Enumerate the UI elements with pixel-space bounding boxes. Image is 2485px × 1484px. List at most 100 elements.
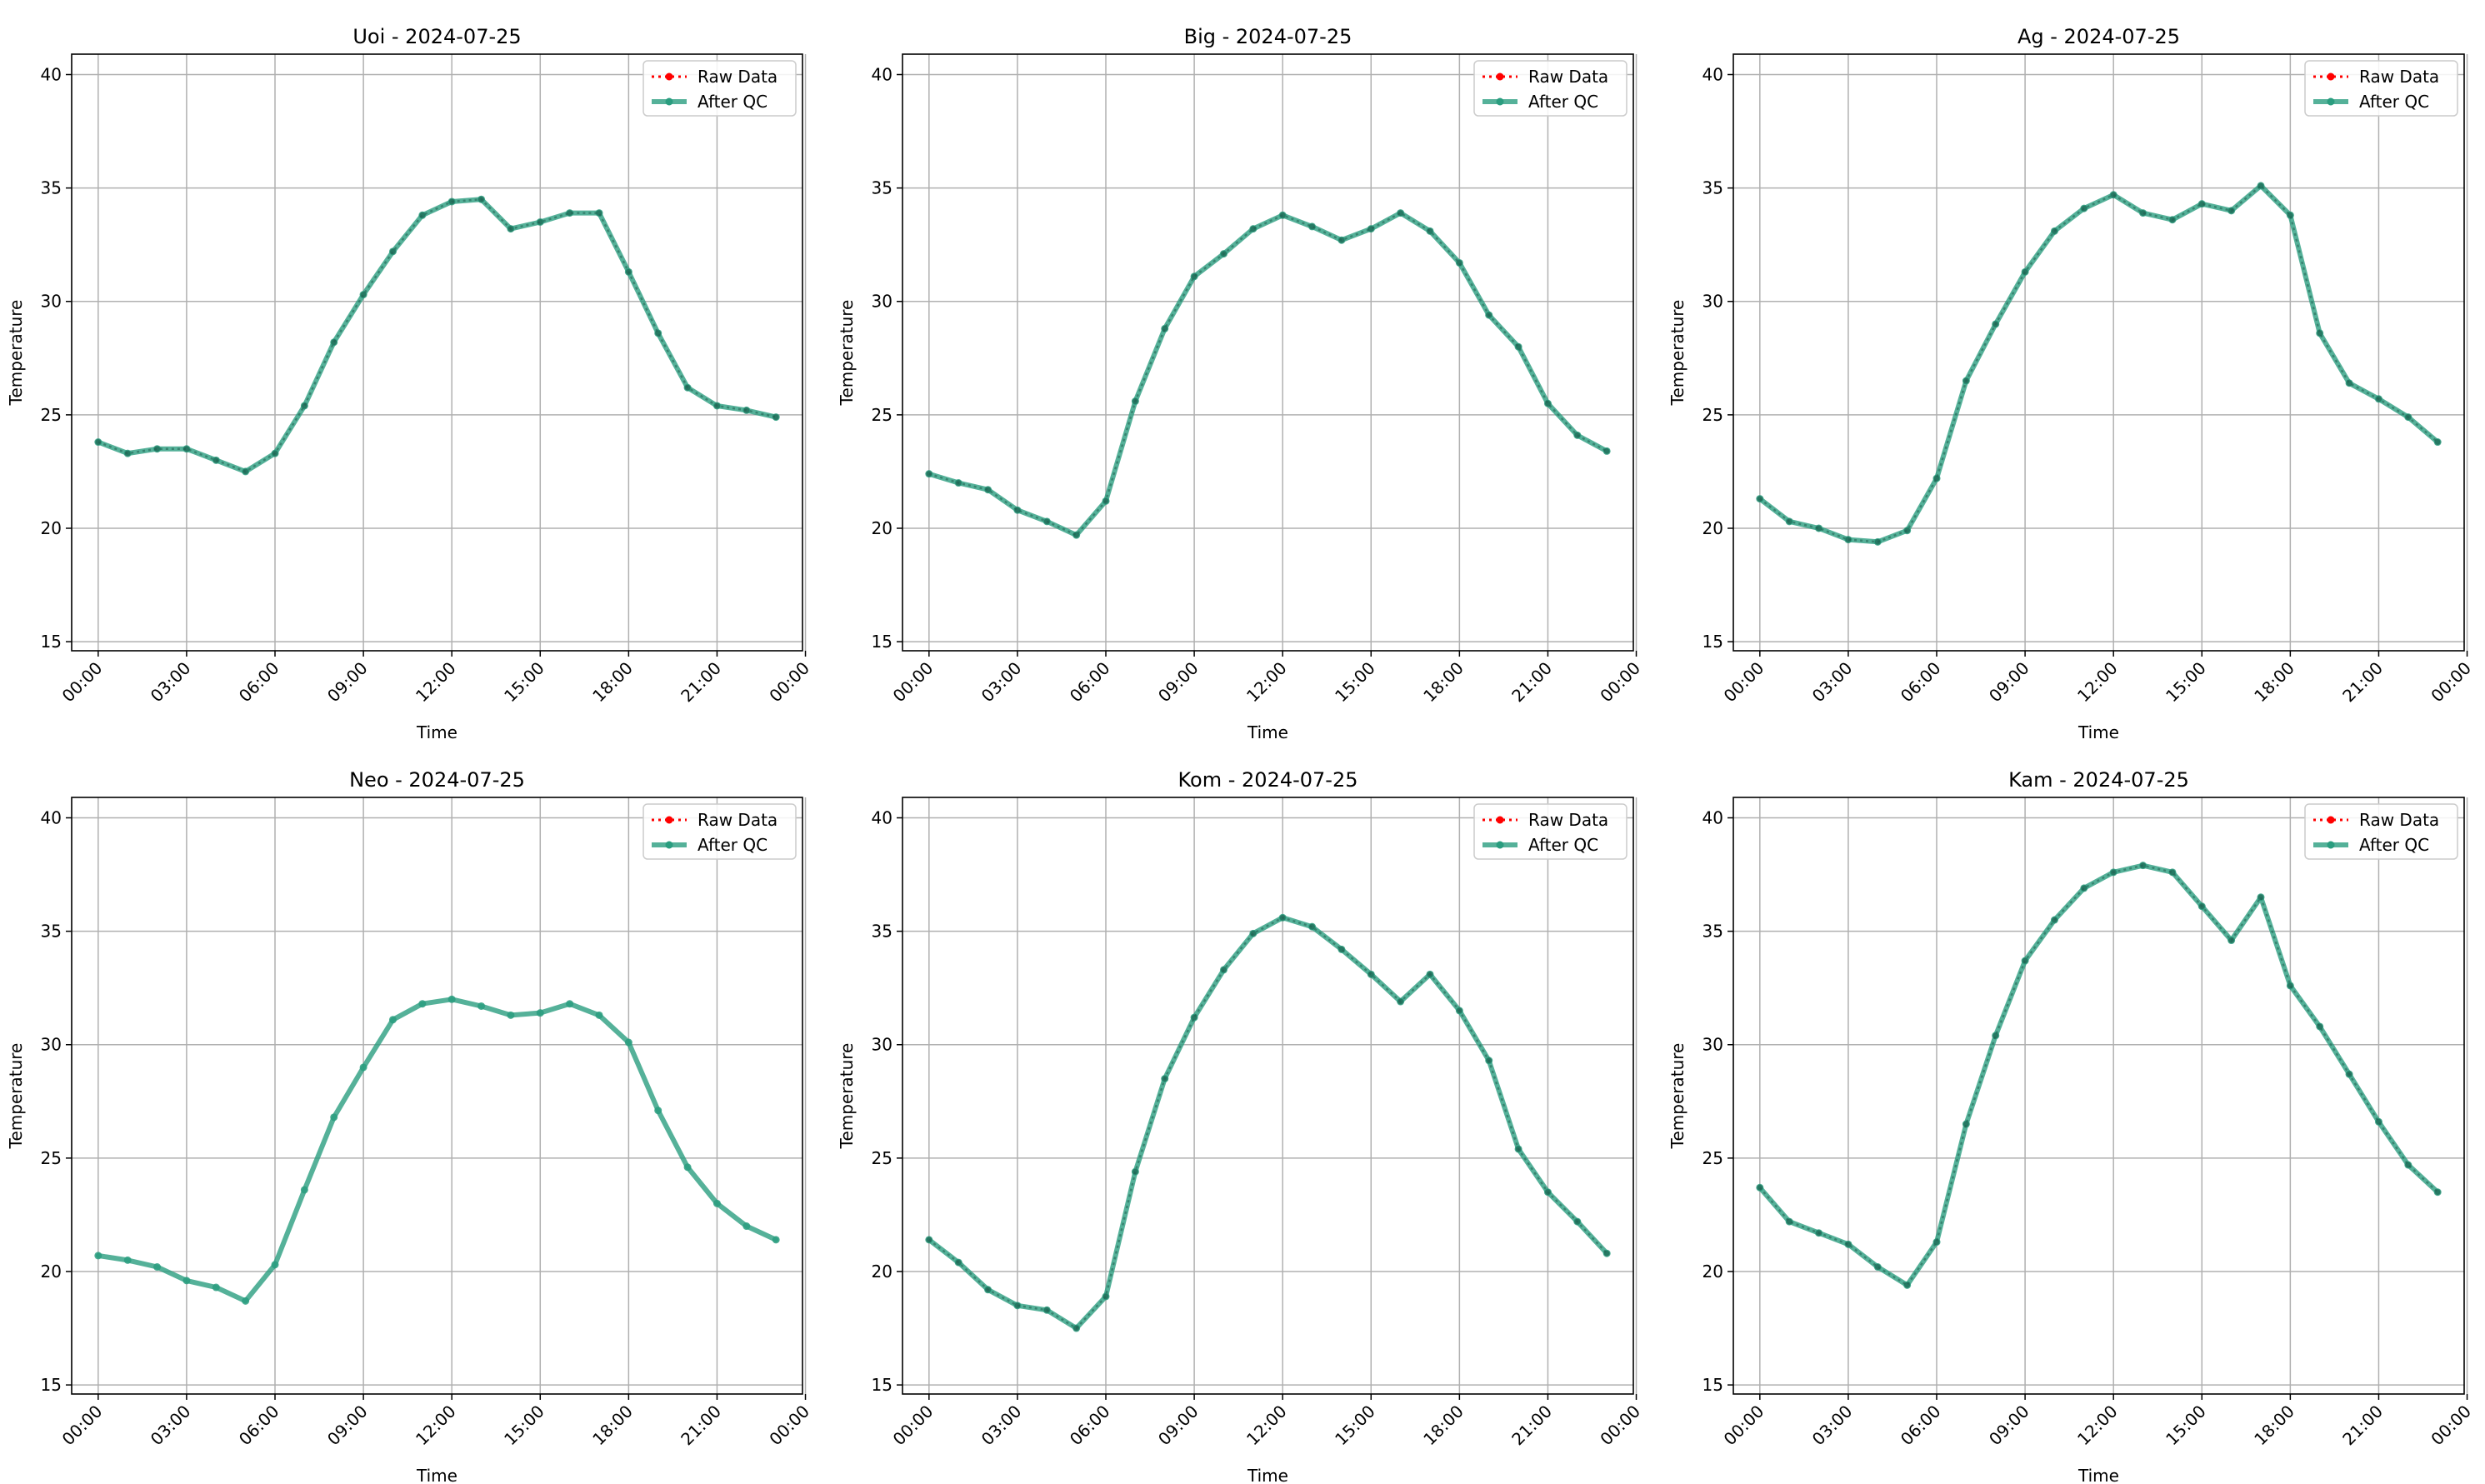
legend-qc-label: After QC — [2359, 92, 2429, 112]
after-qc-line — [95, 197, 779, 474]
raw-data-point — [1992, 1032, 1999, 1039]
raw-data-point — [1132, 398, 1138, 405]
axes-frame — [71, 797, 803, 1395]
y-axis-label: Temperature — [837, 1043, 857, 1150]
raw-data-point — [1962, 1121, 1969, 1127]
x-tick-label: 00:00 — [765, 658, 813, 707]
y-tick-label: 25 — [1702, 405, 1723, 425]
raw-data-point — [1338, 946, 1345, 952]
raw-data-point — [1309, 923, 1316, 930]
x-tick-label: 15:00 — [2162, 1402, 2210, 1450]
x-axis-label: Time — [2078, 722, 2119, 742]
series-after-qc — [925, 913, 1611, 1332]
after-qc-line — [1757, 862, 2441, 1288]
legend-qc-marker — [665, 841, 673, 849]
after-qc-point — [153, 1263, 162, 1272]
after-qc-point — [772, 1236, 780, 1244]
x-tick-label: 03:00 — [1808, 1402, 1857, 1450]
y-tick-label: 35 — [1702, 922, 1723, 942]
after-qc-point — [507, 1011, 515, 1019]
raw-data-point — [743, 407, 750, 413]
after-qc-point — [742, 1222, 751, 1231]
y-axis-label: Temperature — [837, 300, 857, 407]
x-tick-label: 09:00 — [1154, 658, 1202, 707]
x-tick-label: 06:00 — [1066, 1402, 1114, 1450]
y-tick-label: 30 — [872, 292, 892, 312]
x-tick-label: 03:00 — [147, 1402, 195, 1450]
x-tick-label: 15:00 — [500, 1402, 548, 1450]
y-tick-label: 35 — [41, 922, 62, 942]
raw-data-point — [360, 292, 367, 298]
grid — [902, 54, 1638, 651]
series-after-qc — [94, 995, 780, 1305]
legend-raw-label: Raw Data — [2359, 67, 2439, 87]
after-qc-point — [330, 1113, 338, 1122]
raw-data-point — [2405, 1162, 2412, 1168]
x-tick-label: 12:00 — [1242, 1402, 1291, 1450]
legend: Raw Data After QC — [642, 803, 797, 860]
y-axis-label: Temperature — [1668, 300, 1688, 407]
legend-qc-marker — [1496, 841, 1504, 849]
x-tick-label: 03:00 — [1808, 658, 1857, 707]
raw-data-point — [1132, 1168, 1138, 1175]
raw-data-line — [98, 197, 777, 473]
raw-data-point — [1874, 538, 1881, 545]
raw-data-point — [1962, 377, 1969, 384]
raw-data-point — [2405, 414, 2412, 421]
x-tick-label: 00:00 — [1596, 1402, 1644, 1450]
legend-raw-label: Raw Data — [698, 67, 778, 87]
x-tick-label: 15:00 — [500, 658, 548, 707]
raw-data-point — [1073, 1325, 1080, 1332]
x-tick-label: 00:00 — [889, 658, 938, 707]
series-after-qc — [1756, 862, 2442, 1289]
raw-data-point — [1845, 537, 1852, 543]
series-raw-data — [926, 210, 1610, 538]
raw-data-point — [713, 402, 720, 409]
subplot-title: Ag - 2024-07-25 — [2018, 25, 2180, 48]
raw-data-point — [301, 402, 308, 409]
raw-data-point — [1757, 1184, 1763, 1191]
raw-data-point — [2317, 1023, 2323, 1030]
raw-data-point — [1515, 1146, 1522, 1152]
after-qc-point — [536, 1009, 544, 1017]
after-qc-point — [212, 1283, 220, 1292]
raw-data-point — [1398, 210, 1404, 217]
raw-data-point — [448, 198, 455, 205]
raw-data-point — [2258, 894, 2264, 901]
x-tick-label: 21:00 — [677, 658, 725, 707]
x-axis-label: Time — [2078, 1466, 2119, 1484]
raw-data-point — [1992, 321, 1999, 327]
series-raw-data — [926, 914, 1610, 1332]
raw-data-point — [1102, 1293, 1109, 1300]
y-tick-label: 40 — [41, 65, 62, 85]
y-tick-label: 25 — [872, 1148, 892, 1168]
after-qc-point — [566, 1000, 574, 1008]
legend-qc-marker — [2327, 841, 2335, 849]
x-tick-label: 09:00 — [1985, 658, 2033, 707]
y-tick-label: 40 — [41, 808, 62, 828]
raw-data-point — [1368, 971, 1374, 977]
x-tick-label: 00:00 — [765, 1402, 813, 1450]
raw-data-point — [2434, 439, 2441, 446]
y-axis-label: Temperature — [6, 300, 26, 407]
x-tick-label: 18:00 — [588, 1402, 637, 1450]
raw-data-point — [955, 1259, 962, 1266]
grid — [902, 797, 1638, 1394]
legend-raw-marker — [2327, 72, 2335, 81]
x-tick-label: 15:00 — [2162, 658, 2210, 707]
after-qc-line — [1757, 182, 2441, 545]
raw-data-point — [1398, 998, 1404, 1005]
raw-data-point — [537, 218, 543, 225]
y-tick-label: 20 — [872, 518, 892, 538]
x-tick-label: 00:00 — [58, 1402, 107, 1450]
x-tick-label: 06:00 — [1897, 1402, 1945, 1450]
axes-frame — [1732, 797, 2465, 1395]
raw-data-point — [2140, 862, 2147, 869]
legend-raw-label: Raw Data — [698, 810, 778, 830]
x-tick-label: 09:00 — [323, 1402, 372, 1450]
x-tick-label: 18:00 — [588, 658, 637, 707]
y-tick-label: 25 — [1702, 1148, 1723, 1168]
x-tick-label: 06:00 — [1066, 658, 1114, 707]
subplot-1: 15 20 25 30 35 40 00:00 03:00 06:00 09:00 12:00 15:… — [6, 25, 813, 742]
